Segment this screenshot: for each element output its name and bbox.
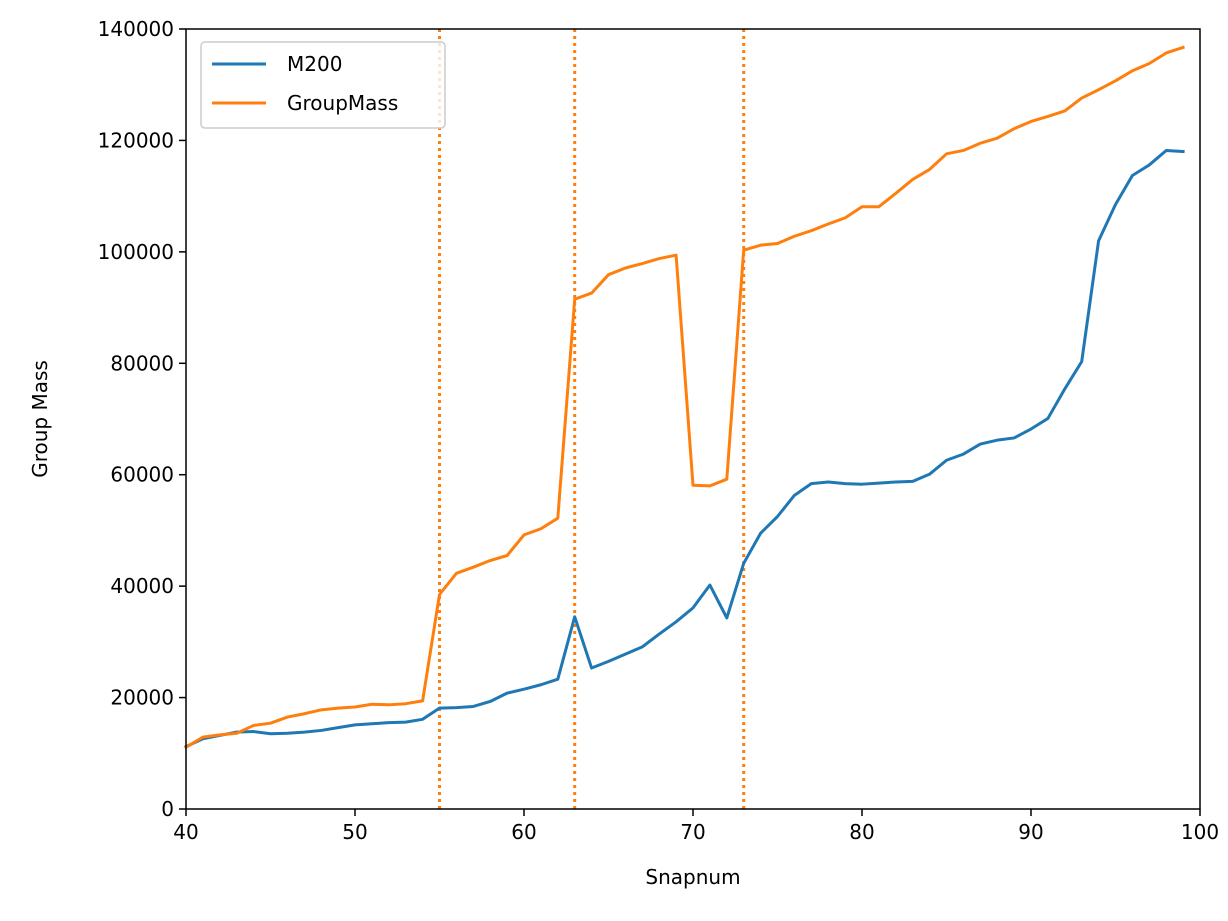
y-tick-label: 40000 xyxy=(110,574,174,598)
series-lines xyxy=(183,45,1185,750)
x-axis-ticks: 40 50 60 70 80 90 100 xyxy=(173,809,1219,844)
x-tick-label: 80 xyxy=(849,820,874,844)
x-tick-label: 60 xyxy=(511,820,536,844)
y-tick-label: 120000 xyxy=(98,128,174,152)
y-tick-label: 100000 xyxy=(98,240,174,264)
series-line-groupmass xyxy=(183,45,1185,750)
y-tick-label: 80000 xyxy=(110,351,174,375)
x-tick-label: 40 xyxy=(173,820,198,844)
y-tick-label: 60000 xyxy=(110,463,174,487)
x-axis-label: Snapnum xyxy=(645,865,740,889)
legend-label-groupmass: GroupMass xyxy=(287,91,398,115)
x-tick-label: 70 xyxy=(680,820,705,844)
y-axis-ticks: 0 20000 40000 60000 80000 100000 120000 140000 xyxy=(98,17,186,821)
x-tick-label: 90 xyxy=(1018,820,1043,844)
legend: M200 GroupMass xyxy=(200,41,446,129)
y-tick-label: 140000 xyxy=(98,17,174,41)
x-tick-label: 50 xyxy=(342,820,367,844)
series-line-m200 xyxy=(184,148,1185,749)
legend-label-m200: M200 xyxy=(287,52,342,76)
x-tick-label: 100 xyxy=(1181,820,1219,844)
y-tick-label: 20000 xyxy=(110,686,174,710)
y-tick-label: 0 xyxy=(161,797,174,821)
y-axis-label: Group Mass xyxy=(28,360,52,478)
